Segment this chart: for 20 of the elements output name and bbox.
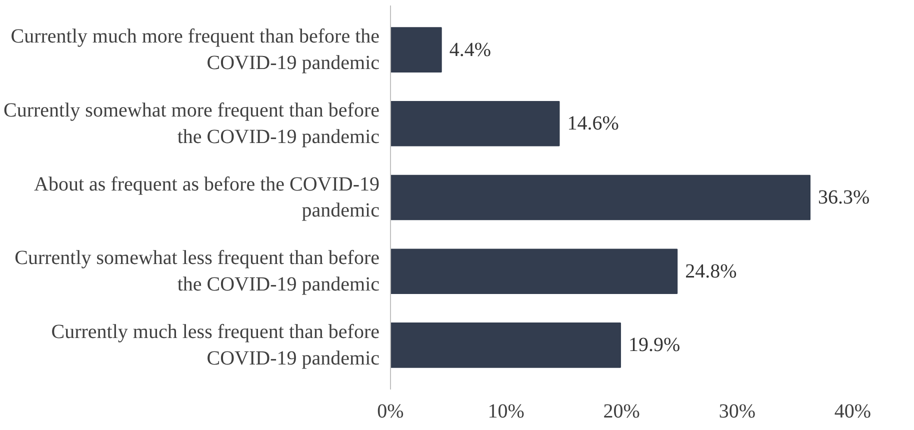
data-label: 24.8%	[685, 260, 737, 282]
y-tick-label: Currently much more frequent than before the COVID-19 pandemic	[10, 26, 380, 74]
x-tick-label: 40%	[834, 400, 872, 422]
data-label: 4.4%	[449, 38, 492, 61]
x-tick-label: 30%	[718, 400, 756, 422]
data-label: 14.6%	[567, 112, 619, 135]
bar	[390, 101, 560, 146]
data-label: 19.9%	[628, 334, 680, 356]
y-tick-label: About as frequent as before the COVID-19 pandemic	[34, 173, 380, 222]
bar	[390, 322, 621, 368]
x-tick-label: 0%	[377, 400, 404, 422]
bar	[390, 248, 678, 294]
bar	[390, 174, 811, 220]
bar	[390, 27, 442, 72]
x-tick-label: 20%	[603, 400, 640, 422]
y-tick-label: Currently somewhat less frequent than before the COVID-19 pandemic	[14, 247, 380, 296]
data-label: 36.3%	[818, 186, 870, 208]
y-tick-label: Currently somewhat more frequent than before the COVID-19 pandemic	[4, 99, 380, 148]
x-tick-label: 10%	[488, 400, 524, 422]
y-tick-label: Currently much less frequent than before COVID-19 pandemic	[51, 320, 380, 370]
